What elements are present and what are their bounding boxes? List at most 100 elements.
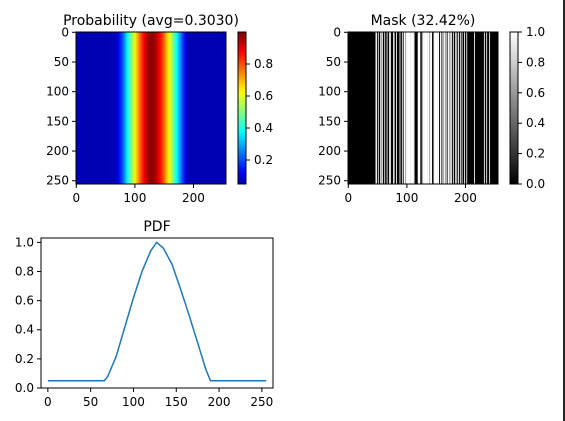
mask-colorbar-label: 0.2 bbox=[526, 147, 545, 161]
mask-stripe bbox=[421, 32, 423, 184]
mask-stripe bbox=[445, 32, 447, 184]
mask-stripe bbox=[426, 32, 428, 184]
mask-stripe bbox=[434, 32, 435, 184]
probability-ytick-label: 150 bbox=[46, 114, 69, 128]
mask-stripe bbox=[437, 32, 439, 184]
probability-colorbar-label: 0.2 bbox=[254, 153, 273, 167]
mask-title: Mask (32.42%) bbox=[371, 13, 476, 29]
mask-stripe bbox=[451, 32, 452, 184]
pdf-xtick-label: 50 bbox=[83, 395, 98, 409]
mask-stripe bbox=[399, 32, 401, 184]
mask-stripe bbox=[404, 32, 406, 184]
mask-stripe bbox=[430, 32, 432, 184]
mask-stripe bbox=[434, 32, 436, 184]
mask-stripe bbox=[380, 32, 382, 184]
mask-stripe bbox=[444, 32, 445, 184]
probability-colorbar-axis: 0.2 0.4 0.6 0.8 bbox=[246, 57, 273, 167]
mask-stripe bbox=[425, 32, 427, 184]
mask-stripe bbox=[376, 32, 377, 184]
probability-x-axis: 0 100 200 bbox=[72, 184, 205, 205]
mask-stripe bbox=[436, 32, 438, 184]
mask-colorbar-axis: 0.0 0.2 0.4 0.6 0.8 1.0 bbox=[518, 25, 545, 191]
mask-stripe bbox=[418, 32, 420, 184]
pdf-ytick-label: 0.2 bbox=[15, 352, 34, 366]
probability-ytick-label: 200 bbox=[46, 144, 69, 158]
mask-stripe bbox=[419, 32, 421, 184]
mask-stripe bbox=[406, 32, 407, 184]
mask-stripe bbox=[464, 32, 465, 184]
mask-stripe bbox=[411, 32, 413, 184]
pdf-xtick-label: 0 bbox=[44, 395, 52, 409]
pdf-ytick-label: 0.6 bbox=[15, 294, 34, 308]
mask-stripe bbox=[459, 32, 461, 184]
pdf-xtick-label: 200 bbox=[208, 395, 231, 409]
probability-xtick-label: 200 bbox=[182, 191, 205, 205]
mask-stripe bbox=[423, 32, 424, 184]
pdf-panel: PDF 0.0 0.2 0.4 0.6 0.8 1.0 0 50 100 150 200 250 bbox=[15, 219, 274, 409]
mask-stripe bbox=[427, 32, 429, 184]
probability-colorbar bbox=[237, 31, 247, 185]
mask-colorbar-label: 1.0 bbox=[526, 25, 545, 39]
mask-colorbar-label: 0.4 bbox=[526, 116, 545, 130]
mask-stripe bbox=[389, 32, 390, 184]
probability-colorbar-label: 0.4 bbox=[254, 121, 273, 135]
probability-panel: Probability (avg=0.3030) 0 50 100 150 200 250… bbox=[46, 13, 273, 205]
probability-title: Probability (avg=0.3030) bbox=[63, 13, 239, 29]
mask-stripe bbox=[486, 32, 488, 184]
mask-stripe bbox=[443, 32, 445, 184]
mask-stripe bbox=[427, 32, 428, 184]
mask-stripe bbox=[412, 32, 414, 184]
mask-stripe bbox=[448, 32, 450, 184]
mask-stripe bbox=[456, 32, 458, 184]
mask-xtick-label: 0 bbox=[344, 191, 352, 205]
pdf-ytick-label: 1.0 bbox=[15, 235, 34, 249]
mask-stripe bbox=[437, 32, 438, 184]
mask-ytick-label: 200 bbox=[318, 144, 341, 158]
probability-y-axis: 0 50 100 150 200 250 bbox=[46, 25, 76, 188]
pdf-title: PDF bbox=[143, 219, 170, 235]
mask-stripe bbox=[424, 32, 426, 184]
mask-stripe bbox=[435, 32, 437, 184]
mask-stripe bbox=[461, 32, 463, 184]
mask-stripe bbox=[380, 32, 382, 184]
pdf-xtick-label: 100 bbox=[122, 395, 145, 409]
mask-stripe bbox=[396, 32, 397, 184]
probability-ytick-label: 100 bbox=[46, 85, 69, 99]
mask-stripe bbox=[401, 32, 403, 184]
mask-panel: Mask (32.42%) 0 50 100 150 200 250 0 100 200 0.… bbox=[318, 13, 545, 205]
mask-stripe bbox=[439, 32, 441, 184]
mask-stripe bbox=[447, 32, 449, 184]
mask-stripe bbox=[375, 32, 377, 184]
pdf-ytick-label: 0.8 bbox=[15, 264, 34, 278]
mask-stripe bbox=[438, 32, 440, 184]
mask-stripe bbox=[428, 32, 430, 184]
mask-stripe bbox=[428, 32, 430, 184]
mask-stripe bbox=[410, 32, 411, 184]
mask-stripe bbox=[381, 32, 383, 184]
mask-ytick-label: 150 bbox=[318, 114, 341, 128]
mask-stripe bbox=[455, 32, 457, 184]
pdf-xtick-label: 150 bbox=[165, 395, 188, 409]
mask-x-axis: 0 100 200 bbox=[344, 184, 477, 205]
probability-colorbar-label: 0.6 bbox=[254, 89, 273, 103]
mask-stripe bbox=[435, 32, 437, 184]
mask-frame bbox=[347, 31, 499, 185]
mask-stripe bbox=[377, 32, 379, 184]
mask-stripe bbox=[408, 32, 410, 184]
mask-stripe bbox=[406, 32, 408, 184]
mask-stripe bbox=[417, 32, 419, 184]
pdf-ytick-label: 0.0 bbox=[15, 381, 34, 395]
mask-ytick-label: 0 bbox=[333, 25, 341, 39]
mask-stripe bbox=[390, 32, 392, 184]
mask-stripe bbox=[444, 32, 446, 184]
mask-colorbar-label: 0.0 bbox=[526, 177, 545, 191]
mask-stripe bbox=[489, 32, 491, 184]
probability-xtick-label: 0 bbox=[72, 191, 80, 205]
mask-xtick-label: 200 bbox=[454, 191, 477, 205]
mask-stripe bbox=[413, 32, 415, 184]
mask-stripe bbox=[425, 32, 427, 184]
mask-stripe bbox=[407, 32, 409, 184]
mask-stripe bbox=[424, 32, 426, 184]
mask-stripe bbox=[404, 32, 406, 184]
probability-ytick-label: 0 bbox=[61, 25, 69, 39]
